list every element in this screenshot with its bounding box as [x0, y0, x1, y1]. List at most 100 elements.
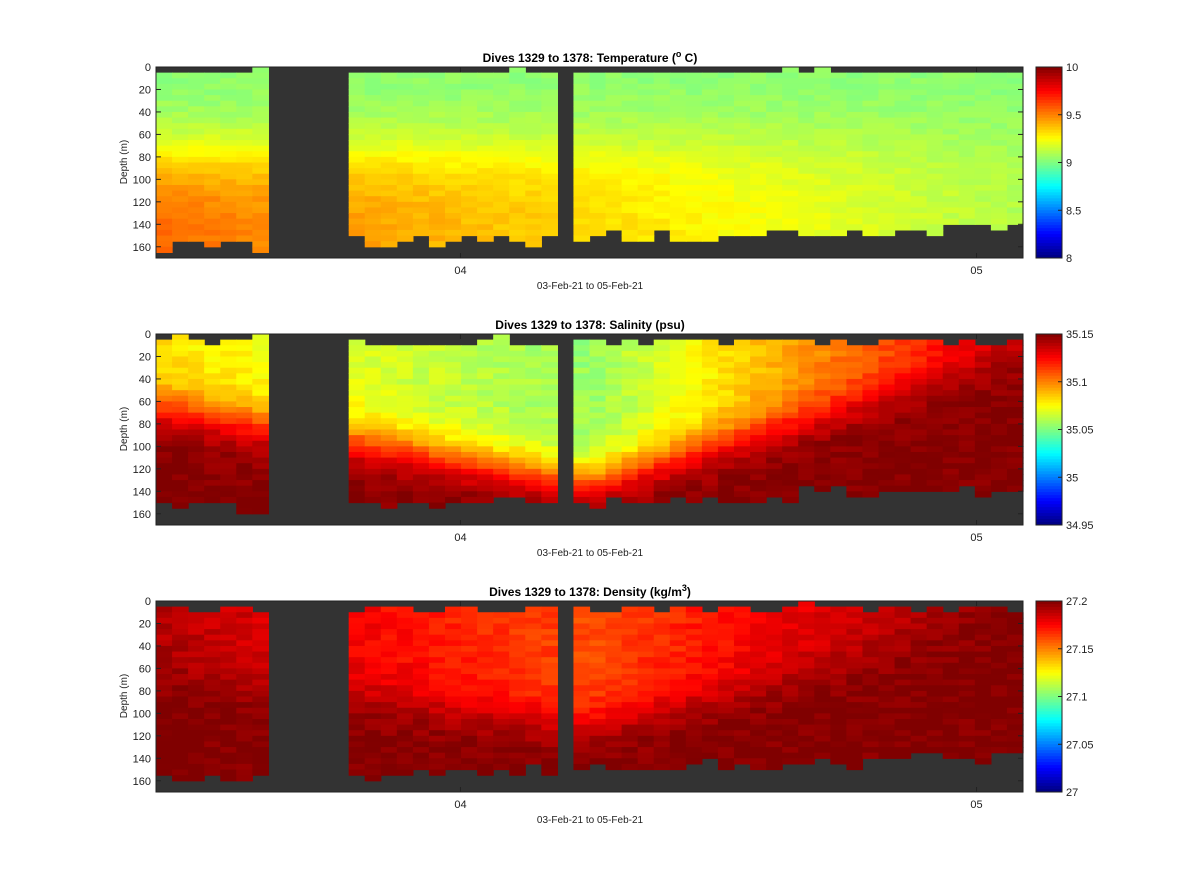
- heatmap-cell: [926, 724, 944, 731]
- heatmap-cell: [428, 724, 446, 731]
- heatmap-cell: [541, 95, 558, 102]
- heatmap-cell: [734, 106, 751, 113]
- heatmap-cell: [156, 218, 173, 225]
- heatmap-cell: [461, 747, 478, 754]
- heatmap-cell: [412, 412, 430, 419]
- heatmap-cell: [766, 435, 783, 442]
- heatmap-cell: [445, 151, 462, 158]
- heatmap-cell: [461, 412, 478, 419]
- heatmap-cell: [926, 617, 944, 625]
- heatmap-cell: [669, 741, 687, 748]
- y-tick-label: 120: [133, 464, 151, 476]
- heatmap-cell: [637, 702, 655, 709]
- heatmap-cell: [958, 468, 976, 476]
- heatmap-cell: [428, 140, 446, 147]
- heatmap-cell: [926, 629, 944, 636]
- heatmap-cell: [204, 218, 221, 225]
- heatmap-cell: [412, 645, 430, 653]
- heatmap-cell: [252, 651, 269, 658]
- heatmap-cell: [798, 674, 815, 681]
- heatmap-cell: [172, 645, 189, 653]
- heatmap-cell: [669, 707, 687, 714]
- heatmap-cell: [573, 412, 591, 419]
- heatmap-cell: [894, 752, 912, 759]
- heatmap-cell: [477, 623, 494, 630]
- heatmap-cell: [573, 480, 591, 487]
- heatmap-cell: [589, 196, 607, 203]
- heatmap-cell: [637, 758, 655, 765]
- heatmap-cell: [862, 78, 880, 85]
- heatmap-cell: [573, 747, 591, 754]
- heatmap-cell: [589, 645, 607, 653]
- heatmap-cell: [830, 72, 847, 79]
- heatmap-cell: [220, 356, 237, 363]
- heatmap-cell: [364, 702, 382, 709]
- heatmap-cell: [685, 145, 703, 152]
- colorbar-step: [1036, 693, 1062, 697]
- heatmap-cell: [348, 718, 366, 726]
- heatmap-cell: [782, 128, 799, 136]
- heatmap-cell: [637, 429, 655, 436]
- heatmap-cell: [589, 440, 607, 447]
- heatmap-cell: [412, 440, 430, 447]
- heatmap-cell: [669, 111, 687, 119]
- heatmap-cell: [493, 173, 510, 180]
- heatmap-cell: [942, 457, 960, 464]
- heatmap-cell: [1006, 702, 1024, 709]
- heatmap-cell: [573, 662, 591, 670]
- heatmap-cell: [669, 657, 687, 664]
- heatmap-cell: [734, 117, 751, 124]
- heatmap-cell: [1006, 440, 1024, 447]
- heatmap-cell: [172, 213, 189, 220]
- heatmap-cell: [220, 418, 237, 425]
- heatmap-cell: [156, 123, 173, 130]
- heatmap-cell: [236, 106, 253, 113]
- heatmap-cell: [766, 196, 783, 203]
- plot-frame: [155, 333, 1024, 526]
- heatmap-cell: [509, 83, 526, 91]
- heatmap-cell: [878, 435, 896, 442]
- heatmap-cell: [653, 100, 671, 107]
- heatmap-cell: [204, 651, 221, 658]
- heatmap-cell: [428, 235, 446, 242]
- heatmap-cell: [220, 612, 237, 619]
- heatmap-cell: [878, 679, 896, 686]
- heatmap-cell: [493, 378, 510, 386]
- heatmap-cell: [493, 657, 510, 664]
- heatmap-cell: [396, 134, 414, 141]
- heatmap-cell: [814, 179, 831, 186]
- heatmap-cell: [509, 668, 526, 675]
- heatmap-cell: [428, 612, 446, 619]
- heatmap-cell: [910, 179, 928, 186]
- heatmap-cell: [942, 196, 960, 203]
- colorbar-step: [1036, 516, 1062, 520]
- heatmap-cell: [525, 735, 542, 743]
- heatmap-cell: [926, 168, 944, 175]
- heatmap-cell: [1006, 662, 1024, 670]
- heatmap-cell: [1006, 145, 1024, 152]
- heatmap-cell: [428, 100, 446, 107]
- heatmap-cell: [637, 78, 655, 85]
- heatmap-cell: [348, 440, 366, 447]
- heatmap-cell: [348, 123, 366, 130]
- heatmap-cell: [589, 617, 607, 625]
- heatmap-cell: [1006, 201, 1024, 209]
- heatmap-cell: [493, 440, 510, 447]
- heatmap-cell: [958, 741, 976, 748]
- heatmap-cell: [188, 162, 205, 169]
- heatmap-cell: [974, 156, 992, 164]
- heatmap-cell: [862, 134, 880, 141]
- heatmap-cell: [172, 179, 189, 186]
- heatmap-cell: [990, 634, 1008, 641]
- heatmap-cell: [364, 401, 382, 408]
- heatmap-cell: [782, 213, 799, 220]
- heatmap-cell: [348, 485, 366, 492]
- heatmap-cell: [958, 156, 976, 164]
- heatmap-cell: [653, 407, 671, 414]
- heatmap-cell: [412, 390, 430, 397]
- heatmap-cell: [685, 491, 703, 498]
- heatmap-cell: [717, 463, 735, 470]
- heatmap-cell: [252, 378, 269, 386]
- heatmap-cell: [701, 218, 719, 225]
- heatmap-cell: [172, 156, 189, 164]
